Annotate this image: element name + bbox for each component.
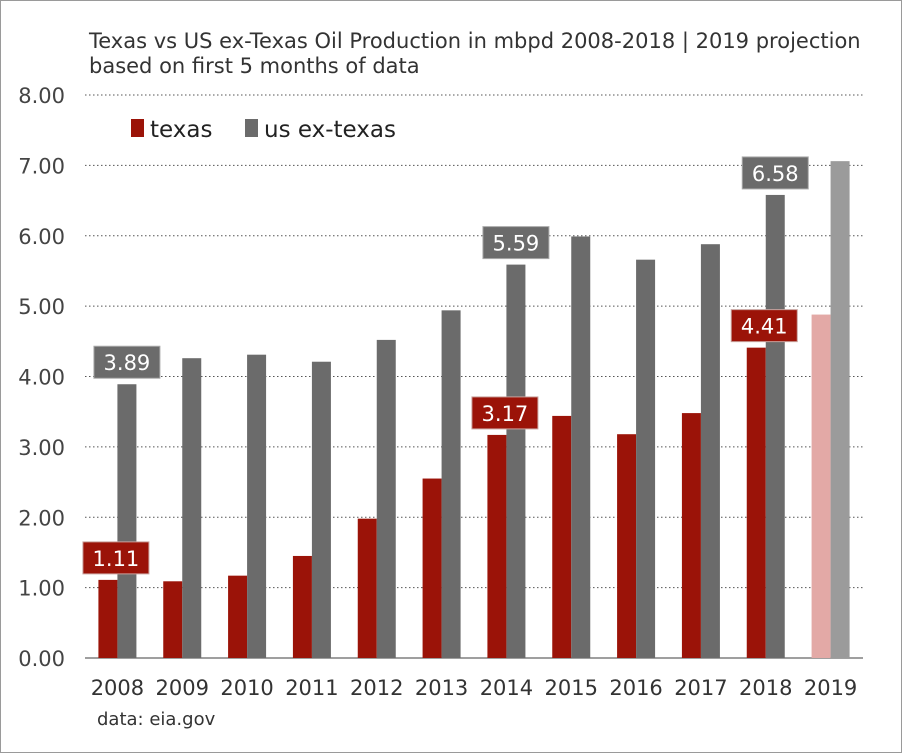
data-label-box	[741, 156, 809, 190]
bar-us-ex-texas-2016	[636, 259, 656, 658]
legend-label-us-ex-texas: us ex-texas	[264, 117, 396, 143]
x-tick-label: 2012	[350, 676, 403, 700]
data-label: 3.17	[482, 402, 529, 426]
x-tick-label: 2011	[285, 676, 338, 700]
data-label-box	[482, 226, 550, 260]
bar-us-ex-texas-2009	[182, 358, 202, 658]
y-tick-label: 5.00	[18, 295, 65, 319]
x-tick-label: 2010	[220, 676, 273, 700]
legend-swatch-texas	[131, 119, 144, 137]
bar-us-ex-texas-2010	[247, 354, 267, 658]
x-tick-label: 2009	[156, 676, 209, 700]
x-tick-label: 2018	[739, 676, 792, 700]
bar-texas-2008	[98, 579, 118, 658]
bar-texas-2016	[617, 434, 637, 658]
bar-texas-2013	[422, 478, 442, 658]
bar-us-ex-texas-2011	[311, 361, 331, 658]
bar-us-ex-texas-2012	[376, 339, 396, 658]
data-label: 1.11	[93, 547, 140, 571]
data-label-box	[471, 396, 539, 430]
source-note: data: eia.gov	[97, 709, 216, 730]
data-label-box	[730, 309, 798, 343]
x-tick-label: 2019	[804, 676, 857, 700]
bar-us-ex-texas-2019	[830, 161, 850, 658]
bar-us-ex-texas-2008	[117, 384, 137, 658]
bar-us-ex-texas-2017	[700, 244, 720, 658]
bar-texas-2011	[292, 555, 312, 658]
bar-texas-2012	[357, 518, 377, 658]
y-tick-label: 6.00	[18, 225, 65, 249]
bar-texas-2019	[811, 314, 831, 658]
x-tick-label: 2013	[415, 676, 468, 700]
bar-us-ex-texas-2013	[441, 310, 461, 658]
bar-texas-2015	[552, 415, 572, 658]
legend-swatch-us-ex-texas	[245, 119, 258, 137]
x-tick-label: 2014	[480, 676, 533, 700]
bar-us-ex-texas-2015	[571, 236, 591, 659]
bar-texas-2014	[487, 434, 507, 658]
y-tick-label: 7.00	[18, 154, 65, 178]
bar-us-ex-texas-2014	[506, 264, 526, 658]
bar-us-ex-texas-2018	[765, 194, 785, 658]
x-tick-label: 2017	[674, 676, 727, 700]
y-tick-label: 8.00	[18, 84, 65, 108]
y-tick-label: 0.00	[18, 647, 65, 671]
bar-texas-2018	[746, 347, 766, 658]
data-label: 4.41	[741, 315, 788, 339]
x-tick-label: 2015	[545, 676, 598, 700]
y-tick-label: 3.00	[18, 436, 65, 460]
bar-texas-2009	[163, 581, 183, 658]
chart-title: Texas vs US ex-Texas Oil Production in m…	[89, 29, 861, 78]
x-tick-label: 2016	[609, 676, 662, 700]
bar-texas-2010	[228, 575, 248, 658]
data-label-box	[82, 541, 150, 575]
y-tick-label: 4.00	[18, 366, 65, 390]
data-label: 5.59	[493, 232, 540, 256]
y-tick-label: 1.00	[18, 577, 65, 601]
legend-label-texas: texas	[150, 117, 212, 143]
x-tick-label: 2008	[91, 676, 144, 700]
data-label: 3.89	[104, 351, 151, 375]
data-label-box	[93, 345, 161, 379]
y-tick-label: 2.00	[18, 506, 65, 530]
data-label: 6.58	[752, 162, 799, 186]
bar-texas-2017	[681, 413, 701, 658]
